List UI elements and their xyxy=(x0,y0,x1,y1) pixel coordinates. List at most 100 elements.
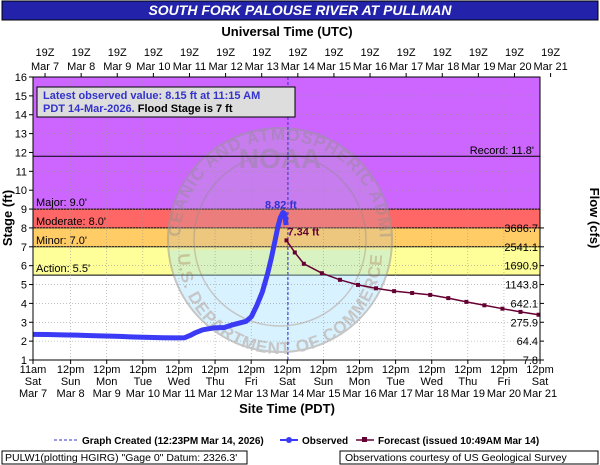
footer-credit: Observations courtesy of US Geological S… xyxy=(345,452,568,464)
forecast-peak-label: 7.34 ft xyxy=(288,226,320,238)
top-tick-line1: 19Z xyxy=(433,47,452,59)
bottom-tick-line3: Mar 18 xyxy=(415,388,449,400)
data-series: 8.82 ft 7.34 ft xyxy=(32,199,541,341)
bottom-tick-line3: Mar 14 xyxy=(270,388,304,400)
bottom-tick-line1: 12pm xyxy=(93,364,121,376)
bottom-tick-line1: 12pm xyxy=(165,364,193,376)
forecast-point-12 xyxy=(482,303,487,308)
right-tick-label: 64.4 xyxy=(517,336,538,348)
bottom-tick-line2: Fri xyxy=(498,376,511,388)
right-tick-label: 2541.1 xyxy=(504,242,538,254)
top-tick-line2: Mar 8 xyxy=(67,61,95,73)
footer-right-box xyxy=(339,450,599,465)
top-tick-line1: 19Z xyxy=(288,47,307,59)
flood-labels: Action: 5.5' Minor: 7.0' Moderate: 8.0' Maj… xyxy=(36,197,106,275)
latest-observed-line1: Latest observed value: 8.15 ft at 11:15 … xyxy=(43,90,260,102)
top-tick-line2: Mar 9 xyxy=(103,61,131,73)
right-tick-label: 642.1 xyxy=(510,298,538,310)
top-axis-title: Universal Time (UTC) xyxy=(221,24,352,39)
left-tick-label: 3 xyxy=(21,317,27,329)
bottom-tick-line3: Mar 19 xyxy=(451,388,485,400)
svg-text:NOAA: NOAA xyxy=(239,143,321,174)
left-tick-label: 2 xyxy=(21,336,27,348)
bottom-tick-line3: Mar 10 xyxy=(126,388,160,400)
forecast-point-0 xyxy=(284,238,289,243)
title-bar xyxy=(1,0,599,21)
bottom-tick-line2: Sun xyxy=(61,376,81,388)
bottom-tick-line2: Thu xyxy=(206,376,225,388)
bottom-tick-line1: 12pm xyxy=(201,364,229,376)
right-axis-title: Flow (cfs) xyxy=(587,188,600,249)
forecast-point-9 xyxy=(428,292,433,297)
bottom-tick-line3: Mar 13 xyxy=(234,388,268,400)
right-tick-label: 7.8 xyxy=(523,355,538,367)
bottom-tick-line3: Mar 17 xyxy=(378,388,412,400)
bottom-tick-line3: Mar 20 xyxy=(487,388,521,400)
left-tick-label: 11 xyxy=(16,166,27,178)
forecast-point-10 xyxy=(446,296,451,301)
left-tick-label: 1 xyxy=(21,355,27,367)
left-tick-label: 9 xyxy=(21,204,27,216)
bottom-tick-line1: 12pm xyxy=(57,364,85,376)
flood-label-2: Moderate: 8.0' xyxy=(36,216,106,228)
legend: Graph Created (12:23PM Mar 14, 2026) Obs… xyxy=(54,436,539,447)
top-tick-line1: 19Z xyxy=(361,47,380,59)
bottom-tick-line2: Sat xyxy=(25,376,42,388)
bottom-tick-line1: 12pm xyxy=(454,364,482,376)
top-tick-line2: Mar 11 xyxy=(173,61,206,73)
left-tick-label: 7 xyxy=(21,242,27,254)
left-tick-label: 14 xyxy=(15,110,27,122)
bottom-tick-line1: 11am xyxy=(20,364,47,376)
right-tick-label: 275.9 xyxy=(510,317,538,329)
bottom-tick-line1: 12pm xyxy=(310,364,338,376)
bottom-tick-line2: Thu xyxy=(458,376,477,388)
observed-series-line xyxy=(32,209,289,341)
top-tick-line1: 19Z xyxy=(216,47,235,59)
top-tick-line1: 19Z xyxy=(144,47,163,59)
legend-created: Graph Created (12:23PM Mar 14, 2026) xyxy=(82,436,264,447)
left-tick-label: 6 xyxy=(21,261,27,273)
top-tick-line2: Mar 7 xyxy=(31,61,59,73)
bottom-tick-line2: Fri xyxy=(245,376,258,388)
left-tick-label: 8 xyxy=(21,223,27,235)
bottom-tick-line1: 12pm xyxy=(346,364,374,376)
top-axis-ticks: 19Z Mar 7 19Z Mar 8 19Z Mar 9 19Z Mar 10 19Z Mar … xyxy=(31,47,568,77)
top-tick-line1: 19Z xyxy=(108,47,127,59)
forecast-point-11 xyxy=(464,299,469,304)
legend-observed: Observed xyxy=(302,436,348,447)
top-tick-line1: 19Z xyxy=(252,47,271,59)
bottom-tick-line3: Mar 12 xyxy=(198,388,232,400)
bottom-tick-line1: 12pm xyxy=(237,364,265,376)
left-axis-title: Stage (ft) xyxy=(0,190,15,246)
bottom-tick-line1: 12pm xyxy=(418,364,446,376)
top-tick-line2: Mar 20 xyxy=(497,61,531,73)
left-tick-label: 16 xyxy=(15,72,27,84)
flood-band-0 xyxy=(33,246,540,276)
left-tick-label: 15 xyxy=(15,91,27,103)
left-tick-label: 4 xyxy=(21,298,27,310)
forecast-point-14 xyxy=(518,309,523,314)
top-tick-line2: Mar 10 xyxy=(136,61,170,73)
forecast-point-4 xyxy=(337,277,342,282)
forecast-point-7 xyxy=(392,289,397,294)
top-tick-line2: Mar 14 xyxy=(281,61,315,73)
latest-observed-box: Latest observed value: 8.15 ft at 11:15 … xyxy=(36,86,296,118)
forecast-point-5 xyxy=(356,282,360,287)
bottom-tick-line1: 12pm xyxy=(490,364,518,376)
bottom-tick-line1: 12pm xyxy=(129,364,157,376)
bottom-tick-line3: Mar 7 xyxy=(19,388,47,400)
left-tick-label: 13 xyxy=(15,129,27,141)
bottom-tick-line3: Mar 15 xyxy=(306,388,340,400)
bottom-axis-title: Site Time (PDT) xyxy=(239,401,335,416)
latest-observed-line2: PDT 14-Mar-2026. Flood Stage is 7 ft xyxy=(43,103,233,115)
forecast-point-8 xyxy=(410,291,415,296)
top-tick-line2: Mar 16 xyxy=(353,61,387,73)
bottom-tick-line3: Mar 16 xyxy=(342,388,376,400)
top-tick-line1: 19Z xyxy=(180,47,199,59)
top-tick-line1: 19Z xyxy=(397,47,416,59)
bottom-tick-line2: Mon xyxy=(349,376,370,388)
forecast-point-13 xyxy=(500,306,505,311)
flood-label-3: Major: 9.0' xyxy=(36,197,87,209)
